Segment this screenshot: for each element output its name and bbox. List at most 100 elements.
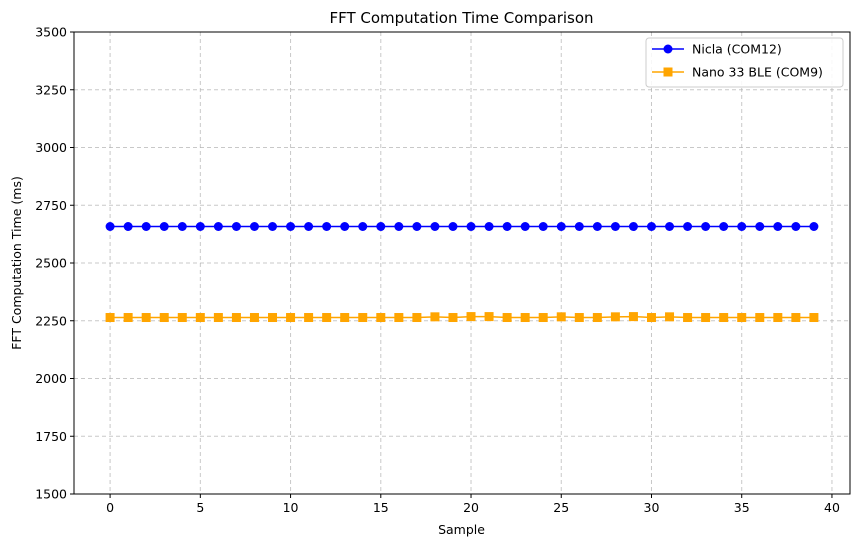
data-point (124, 222, 133, 231)
data-point (178, 313, 187, 322)
data-point (340, 313, 349, 322)
data-point (322, 222, 331, 231)
data-point (503, 222, 512, 231)
y-tick-label: 2500 (35, 256, 67, 271)
data-point (809, 222, 818, 231)
y-tick-label: 1750 (35, 429, 67, 444)
x-tick-label: 30 (644, 500, 660, 515)
legend-label-nano: Nano 33 BLE (COM9) (692, 65, 823, 80)
data-point (232, 313, 241, 322)
x-tick-label: 0 (106, 500, 114, 515)
data-point (611, 222, 620, 231)
data-point (268, 222, 277, 231)
data-point (521, 222, 530, 231)
x-tick-label: 15 (373, 500, 389, 515)
data-point (773, 313, 782, 322)
data-point (575, 222, 584, 231)
data-point (593, 313, 602, 322)
data-point (665, 222, 674, 231)
data-point (412, 222, 421, 231)
data-point (160, 222, 169, 231)
data-point (557, 222, 566, 231)
data-point (106, 313, 115, 322)
x-tick-label: 5 (196, 500, 204, 515)
data-point (557, 312, 566, 321)
data-point (521, 313, 530, 322)
data-point (683, 313, 692, 322)
data-point (629, 222, 638, 231)
data-point (394, 222, 403, 231)
data-point (629, 312, 638, 321)
data-point (755, 222, 764, 231)
data-point (268, 313, 277, 322)
y-tick-label: 3250 (35, 82, 67, 97)
data-point (160, 313, 169, 322)
data-point (358, 222, 367, 231)
data-point (593, 222, 602, 231)
data-point (467, 312, 476, 321)
data-point (250, 222, 259, 231)
data-point (539, 313, 548, 322)
data-point (142, 222, 151, 231)
y-tick-label: 2250 (35, 313, 67, 328)
y-tick-label: 3500 (35, 25, 67, 40)
data-point (142, 313, 151, 322)
data-point (322, 313, 331, 322)
data-point (196, 222, 205, 231)
legend-label-nicla: Nicla (COM12) (692, 42, 782, 57)
data-point (773, 222, 782, 231)
x-tick-label: 25 (553, 500, 569, 515)
data-point (809, 313, 818, 322)
y-tick-label: 2750 (35, 198, 67, 213)
y-axis-label: FFT Computation Time (ms) (9, 176, 24, 350)
data-point (647, 222, 656, 231)
data-point (214, 313, 223, 322)
data-point (412, 313, 421, 322)
x-tick-label: 20 (463, 500, 479, 515)
x-tick-label: 40 (824, 500, 840, 515)
data-point (430, 222, 439, 231)
data-point (737, 222, 746, 231)
data-point (214, 222, 223, 231)
data-point (286, 313, 295, 322)
data-point (611, 312, 620, 321)
y-tick-label: 2000 (35, 371, 67, 386)
chart-title: FFT Computation Time Comparison (329, 9, 593, 27)
data-point (575, 313, 584, 322)
x-tick-label: 10 (283, 500, 299, 515)
data-point (304, 222, 313, 231)
data-point (196, 313, 205, 322)
data-point (250, 313, 259, 322)
data-point (665, 312, 674, 321)
data-point (286, 222, 295, 231)
data-point (358, 313, 367, 322)
data-point (232, 222, 241, 231)
data-point (503, 313, 512, 322)
data-point (430, 312, 439, 321)
data-point (448, 313, 457, 322)
data-point (448, 222, 457, 231)
data-point (719, 222, 728, 231)
data-point (701, 222, 710, 231)
data-point (647, 313, 656, 322)
data-point (701, 313, 710, 322)
x-tick-label: 35 (734, 500, 750, 515)
y-tick-label: 3000 (35, 140, 67, 155)
data-point (340, 222, 349, 231)
legend-marker-nicla (664, 45, 673, 54)
data-point (791, 222, 800, 231)
data-point (539, 222, 548, 231)
data-point (394, 313, 403, 322)
data-point (376, 222, 385, 231)
data-point (791, 313, 800, 322)
data-point (719, 313, 728, 322)
data-point (467, 222, 476, 231)
x-axis-label: Sample (438, 522, 485, 537)
data-point (485, 312, 494, 321)
data-point (376, 313, 385, 322)
data-point (683, 222, 692, 231)
data-point (124, 313, 133, 322)
data-point (485, 222, 494, 231)
data-point (178, 222, 187, 231)
